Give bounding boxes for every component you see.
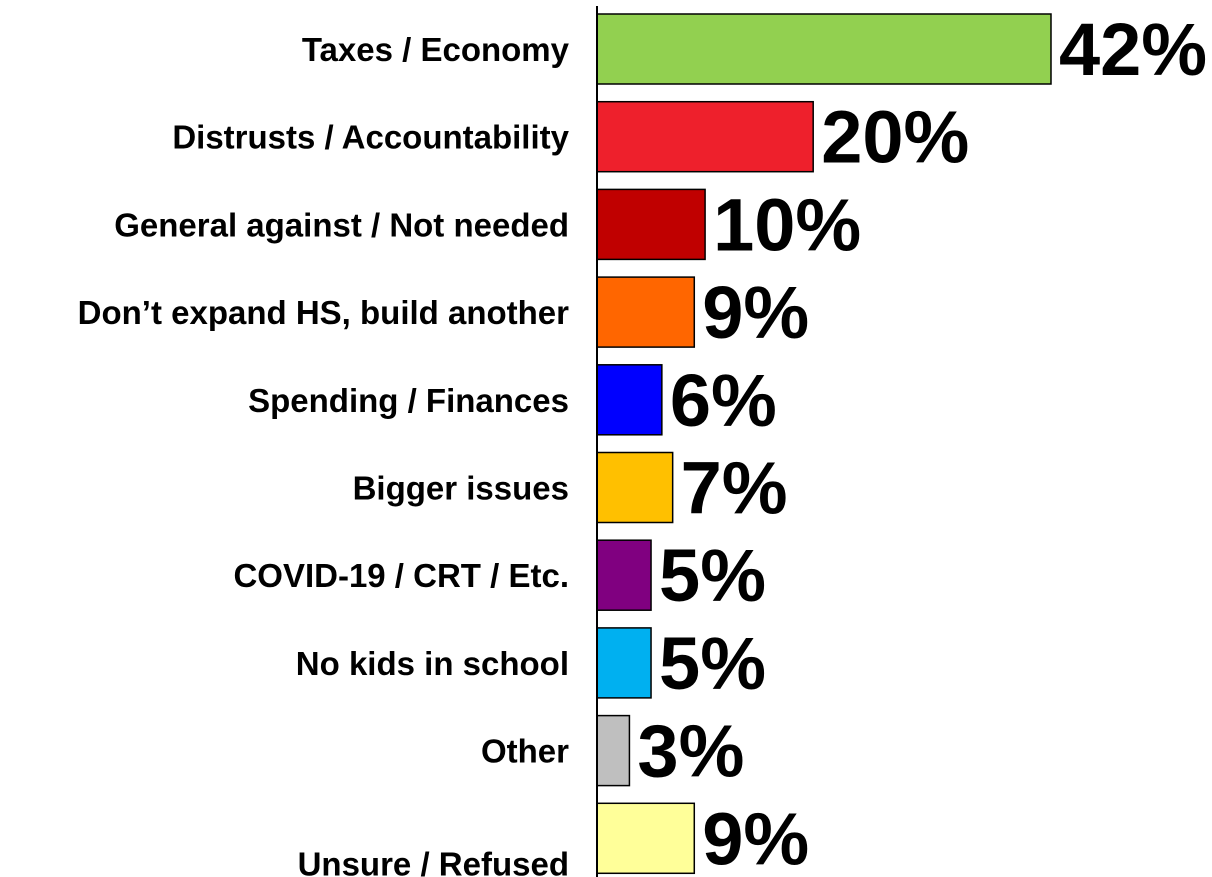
value-label-3: 9% xyxy=(702,271,809,354)
value-label-0: 42% xyxy=(1059,8,1207,91)
category-label-4: Spending / Finances xyxy=(248,382,569,419)
bar-8 xyxy=(596,714,631,787)
value-label-1: 20% xyxy=(821,96,969,179)
category-label-7: No kids in school xyxy=(296,645,569,682)
value-labels: 42%20%10%9%6%7%5%5%3%9% xyxy=(637,8,1207,877)
value-label-6: 5% xyxy=(659,534,766,617)
bars-group xyxy=(596,13,1052,875)
bar-6 xyxy=(596,539,652,611)
category-label-8: Other xyxy=(481,733,569,770)
value-label-8: 3% xyxy=(637,710,744,793)
category-label-0: Taxes / Economy xyxy=(302,31,570,68)
category-label-3: Don’t expand HS, build another xyxy=(78,294,570,331)
bar-1 xyxy=(596,100,814,173)
value-label-7: 5% xyxy=(659,622,766,705)
category-label-2: General against / Not needed xyxy=(114,206,569,243)
bar-0 xyxy=(596,13,1052,85)
value-label-4: 6% xyxy=(670,359,777,442)
category-label-6: COVID-19 / CRT / Etc. xyxy=(233,557,569,594)
category-labels: Taxes / Economy Distrusts / Accountabilit… xyxy=(78,31,570,877)
value-label-2: 10% xyxy=(713,183,861,266)
bar-9 xyxy=(596,802,696,875)
bar-2 xyxy=(596,188,706,261)
category-label-5: Bigger issues xyxy=(353,470,569,507)
category-label-1: Distrusts / Accountability xyxy=(172,119,569,156)
value-label-9: 9% xyxy=(702,797,809,877)
bar-7 xyxy=(596,627,652,699)
bar-5 xyxy=(596,451,674,524)
value-label-5: 7% xyxy=(681,447,788,530)
category-label-9: Unsure / Refused xyxy=(298,845,569,877)
bar-4 xyxy=(596,364,663,436)
bar-3 xyxy=(596,276,696,348)
